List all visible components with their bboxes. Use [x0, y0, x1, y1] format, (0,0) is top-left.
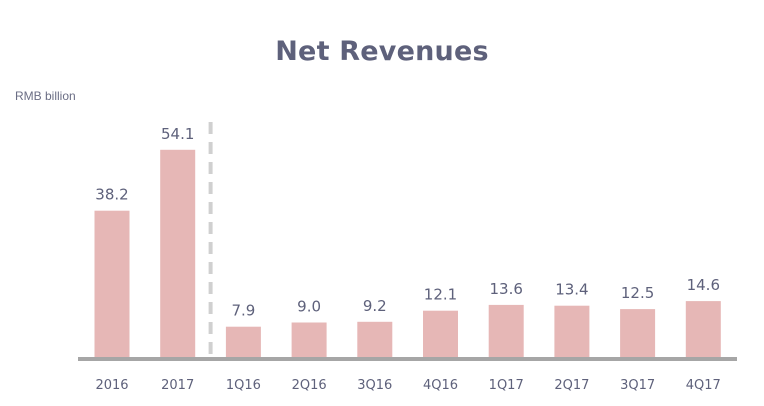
bar-2Q16 [291, 322, 327, 357]
category-label-1Q17: 1Q17 [489, 378, 524, 393]
bars-layer [94, 149, 721, 357]
value-label-2Q17: 13.4 [555, 281, 588, 299]
category-label-2017: 2017 [161, 378, 194, 393]
bar-1Q17 [488, 304, 524, 357]
category-label-4Q16: 4Q16 [423, 378, 458, 393]
bar-2016 [94, 210, 130, 357]
bar-1Q16 [225, 326, 261, 357]
value-label-2017: 54.1 [161, 125, 194, 143]
bar-3Q16 [357, 321, 393, 357]
value-label-2Q16: 9.0 [297, 298, 321, 316]
category-label-2016: 2016 [95, 378, 128, 393]
bar-2017 [160, 149, 196, 357]
value-label-3Q16: 9.2 [363, 297, 387, 315]
category-label-4Q17: 4Q17 [686, 378, 721, 393]
value-label-4Q16: 12.1 [424, 286, 457, 304]
value-label-3Q17: 12.5 [621, 284, 654, 302]
chart-title: Net Revenues [275, 36, 489, 67]
bar-2Q17 [554, 305, 590, 357]
y-axis-unit-label: RMB billion [15, 89, 76, 103]
value-label-1Q16: 7.9 [231, 302, 255, 320]
value-label-2016: 38.2 [95, 186, 128, 204]
category-label-1Q16: 1Q16 [226, 378, 261, 393]
bar-4Q16 [423, 310, 458, 357]
bar-3Q17 [620, 309, 656, 357]
category-labels-layer: 2016 2017 1Q16 2Q16 3Q16 4Q16 1Q17 2Q17 3Q17 4Q17 [95, 378, 720, 393]
category-label-3Q17: 3Q17 [620, 378, 655, 393]
value-labels-layer: 38.2 54.1 7.9 9.0 9.2 12.1 13.6 13.4 12.5 14.6 [95, 125, 720, 320]
category-label-3Q16: 3Q16 [357, 378, 392, 393]
category-label-2Q16: 2Q16 [292, 378, 327, 393]
value-label-1Q17: 13.6 [489, 280, 522, 298]
category-label-2Q17: 2Q17 [554, 378, 589, 393]
bar-4Q17 [685, 301, 721, 357]
value-label-4Q17: 14.6 [687, 276, 720, 294]
